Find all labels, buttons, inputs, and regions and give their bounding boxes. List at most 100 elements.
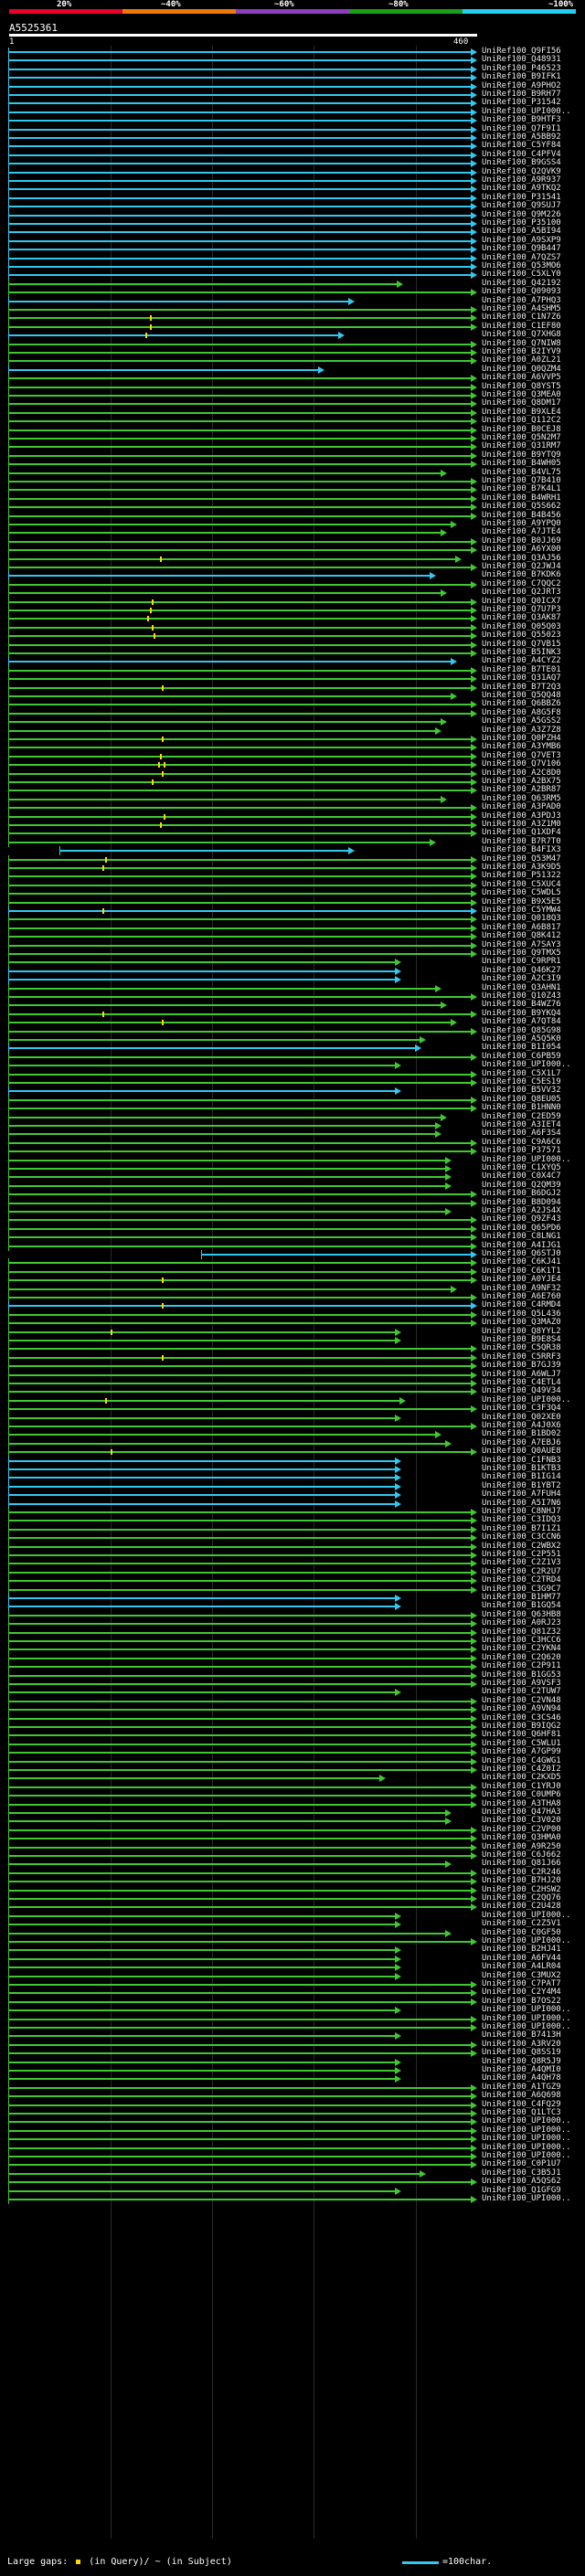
hit-label[interactable]: UniRef100_C4GWG1 — [482, 1755, 561, 1765]
hit-label[interactable]: UniRef100_Q1GFG9 — [482, 2185, 561, 2195]
hit-row[interactable]: UniRef100_Q0ICX7 — [0, 597, 585, 607]
hit-label[interactable]: UniRef100_Q53MO6 — [482, 261, 561, 270]
hit-label[interactable]: UniRef100_C2HSW2 — [482, 1884, 561, 1894]
hit-label[interactable]: UniRef100_Q0QZM4 — [482, 364, 561, 374]
hit-row[interactable]: UniRef100_C3IDQ3 — [0, 1515, 585, 1526]
hit-row[interactable]: UniRef100_B7K4L1 — [0, 484, 585, 495]
hit-label[interactable]: UniRef100_A4CYZ2 — [482, 656, 561, 666]
hit-label[interactable]: UniRef100_Q6HF81 — [482, 1730, 561, 1740]
hit-label[interactable]: UniRef100_C4RMD4 — [482, 1300, 561, 1310]
hit-row[interactable]: UniRef100_Q9M226 — [0, 210, 585, 220]
hit-row[interactable]: UniRef100_Q05Q03 — [0, 622, 585, 632]
hit-label[interactable]: UniRef100_C4ETL4 — [482, 1378, 561, 1387]
hit-row[interactable]: UniRef100_A5GSS2 — [0, 716, 585, 727]
hit-row[interactable]: UniRef100_Q3AHN1 — [0, 983, 585, 993]
hit-label[interactable]: UniRef100_B5VV32 — [482, 1086, 561, 1096]
hit-row[interactable]: UniRef100_C2TRD4 — [0, 1575, 585, 1586]
hit-label[interactable]: UniRef100_Q9SUJ7 — [482, 201, 561, 211]
hit-row[interactable]: UniRef100_Q0QZM4 — [0, 364, 585, 375]
hit-row[interactable]: UniRef100_A3THA8 — [0, 1799, 585, 1809]
hit-label[interactable]: UniRef100_C5YMW4 — [482, 906, 561, 915]
hit-row[interactable]: UniRef100_C2VN48 — [0, 1696, 585, 1706]
hit-label[interactable]: UniRef100_UPI000.. — [482, 2005, 571, 2015]
hit-label[interactable]: UniRef100_Q48931 — [482, 55, 561, 65]
hit-row[interactable]: UniRef100_A3K9D5 — [0, 863, 585, 873]
hit-row[interactable]: UniRef100_B7OS22 — [0, 1997, 585, 2007]
hit-row[interactable]: UniRef100_B9E8S4 — [0, 1335, 585, 1345]
hit-label[interactable]: UniRef100_C2U428 — [482, 1902, 561, 1912]
hit-label[interactable]: UniRef100_C3CS46 — [482, 1712, 561, 1723]
hit-label[interactable]: UniRef100_A9PHO2 — [482, 80, 561, 90]
hit-label[interactable]: UniRef100_A7SAY3 — [482, 939, 561, 949]
hit-label[interactable]: UniRef100_A5QS62 — [482, 2177, 561, 2187]
hit-label[interactable]: UniRef100_A4SHM5 — [482, 304, 561, 313]
hit-row[interactable]: UniRef100_C9A6C6 — [0, 1138, 585, 1148]
hit-label[interactable]: UniRef100_Q3MAZ0 — [482, 1318, 561, 1328]
hit-row[interactable]: UniRef100_B7HJ20 — [0, 1876, 585, 1887]
hit-label[interactable]: UniRef100_Q46K27 — [482, 965, 561, 975]
hit-label[interactable]: UniRef100_A9VN94 — [482, 1704, 561, 1714]
hit-label[interactable]: UniRef100_Q85G98 — [482, 1025, 561, 1035]
hit-row[interactable]: UniRef100_C5YF84 — [0, 141, 585, 152]
hit-row[interactable]: UniRef100_A9VN94 — [0, 1704, 585, 1715]
hit-label[interactable]: UniRef100_B9IQG2 — [482, 1722, 561, 1731]
hit-row[interactable]: UniRef100_Q3MAZ0 — [0, 1318, 585, 1329]
hit-label[interactable]: UniRef100_P31542 — [482, 98, 561, 108]
hit-label[interactable]: UniRef100_B9IFK1 — [482, 72, 561, 82]
hit-row[interactable]: UniRef100_Q5QQ48 — [0, 691, 585, 701]
hit-row[interactable]: UniRef100_A6VVP5 — [0, 373, 585, 384]
hit-label[interactable]: UniRef100_C0P1U7 — [482, 2159, 561, 2169]
hit-row[interactable]: UniRef100_C2VP00 — [0, 1824, 585, 1835]
hit-label[interactable]: UniRef100_B9X5E5 — [482, 896, 561, 906]
hit-row[interactable]: UniRef100_Q0PZH4 — [0, 734, 585, 744]
hit-row[interactable]: UniRef100_Q9FI56 — [0, 47, 585, 57]
hit-label[interactable]: UniRef100_Q0AUE8 — [482, 1447, 561, 1457]
hit-row[interactable]: UniRef100_A7QT84 — [0, 1017, 585, 1028]
hit-row[interactable]: UniRef100_UPI000.. — [0, 2134, 585, 2145]
hit-label[interactable]: UniRef100_Q10Z43 — [482, 991, 561, 1001]
hit-row[interactable]: UniRef100_B7R7T0 — [0, 837, 585, 847]
hit-row[interactable]: UniRef100_A4QH78 — [0, 2073, 585, 2084]
hit-row[interactable]: UniRef100_B4WH05 — [0, 459, 585, 470]
hit-row[interactable]: UniRef100_C6PB59 — [0, 1052, 585, 1062]
hit-label[interactable]: UniRef100_C2WBX2 — [482, 1541, 561, 1551]
hit-label[interactable]: UniRef100_C2Z1V3 — [482, 1558, 561, 1568]
hit-row[interactable]: UniRef100_B7I1Z1 — [0, 1524, 585, 1534]
hit-row[interactable]: UniRef100_B1HM77 — [0, 1593, 585, 1603]
hit-row[interactable]: UniRef100_A4J0X6 — [0, 1421, 585, 1431]
hit-label[interactable]: UniRef100_UPI000.. — [482, 2022, 571, 2031]
hit-label[interactable]: UniRef100_Q8K412 — [482, 931, 561, 941]
hit-row[interactable]: UniRef100_Q8YST5 — [0, 382, 585, 392]
hit-row[interactable]: UniRef100_B9RH77 — [0, 90, 585, 100]
hit-label[interactable]: UniRef100_UPI000.. — [482, 1154, 571, 1164]
hit-row[interactable]: UniRef100_C3B5J1 — [0, 2168, 585, 2178]
hit-label[interactable]: UniRef100_A9SXP9 — [482, 235, 561, 245]
hit-row[interactable]: UniRef100_UPI000.. — [0, 2005, 585, 2016]
hit-label[interactable]: UniRef100_A2JS4X — [482, 1206, 561, 1215]
hit-row[interactable]: UniRef100_C5QR38 — [0, 1343, 585, 1354]
hit-label[interactable]: UniRef100_A3Z1M0 — [482, 820, 561, 829]
hit-label[interactable]: UniRef100_Q2QM39 — [482, 1180, 561, 1190]
hit-label[interactable]: UniRef100_C4PFV4 — [482, 149, 561, 159]
hit-row[interactable]: UniRef100_Q5S662 — [0, 502, 585, 513]
hit-label[interactable]: UniRef100_Q018Q3 — [482, 914, 561, 924]
hit-label[interactable]: UniRef100_C6KJ41 — [482, 1257, 561, 1267]
hit-row[interactable]: UniRef100_C2YKN4 — [0, 1644, 585, 1655]
hit-row[interactable]: UniRef100_Q018Q3 — [0, 914, 585, 925]
hit-label[interactable]: UniRef100_A3PAD0 — [482, 802, 561, 812]
hit-label[interactable]: UniRef100_A6F3S4 — [482, 1129, 561, 1139]
hit-label[interactable]: UniRef100_C2Z5V1 — [482, 1919, 561, 1929]
hit-row[interactable]: UniRef100_A4QMI0 — [0, 2065, 585, 2075]
hit-row[interactable]: UniRef100_C2ED59 — [0, 1112, 585, 1122]
hit-label[interactable]: UniRef100_A9YPQ0 — [482, 519, 561, 528]
hit-row[interactable]: UniRef100_P37571 — [0, 1146, 585, 1157]
hit-label[interactable]: UniRef100_B2IYV9 — [482, 347, 561, 356]
hit-row[interactable]: UniRef100_C0GF50 — [0, 1928, 585, 1938]
hit-label[interactable]: UniRef100_Q47HA3 — [482, 1807, 561, 1817]
hit-label[interactable]: UniRef100_A7JTE4 — [482, 527, 561, 537]
hit-label[interactable]: UniRef100_B1YBT2 — [482, 1480, 561, 1490]
hit-label[interactable]: UniRef100_Q2JWJ4 — [482, 562, 561, 571]
hit-row[interactable]: UniRef100_B1GQ54 — [0, 1601, 585, 1612]
hit-label[interactable]: UniRef100_C2VP00 — [482, 1824, 561, 1834]
hit-label[interactable]: UniRef100_C2P911 — [482, 1661, 561, 1671]
